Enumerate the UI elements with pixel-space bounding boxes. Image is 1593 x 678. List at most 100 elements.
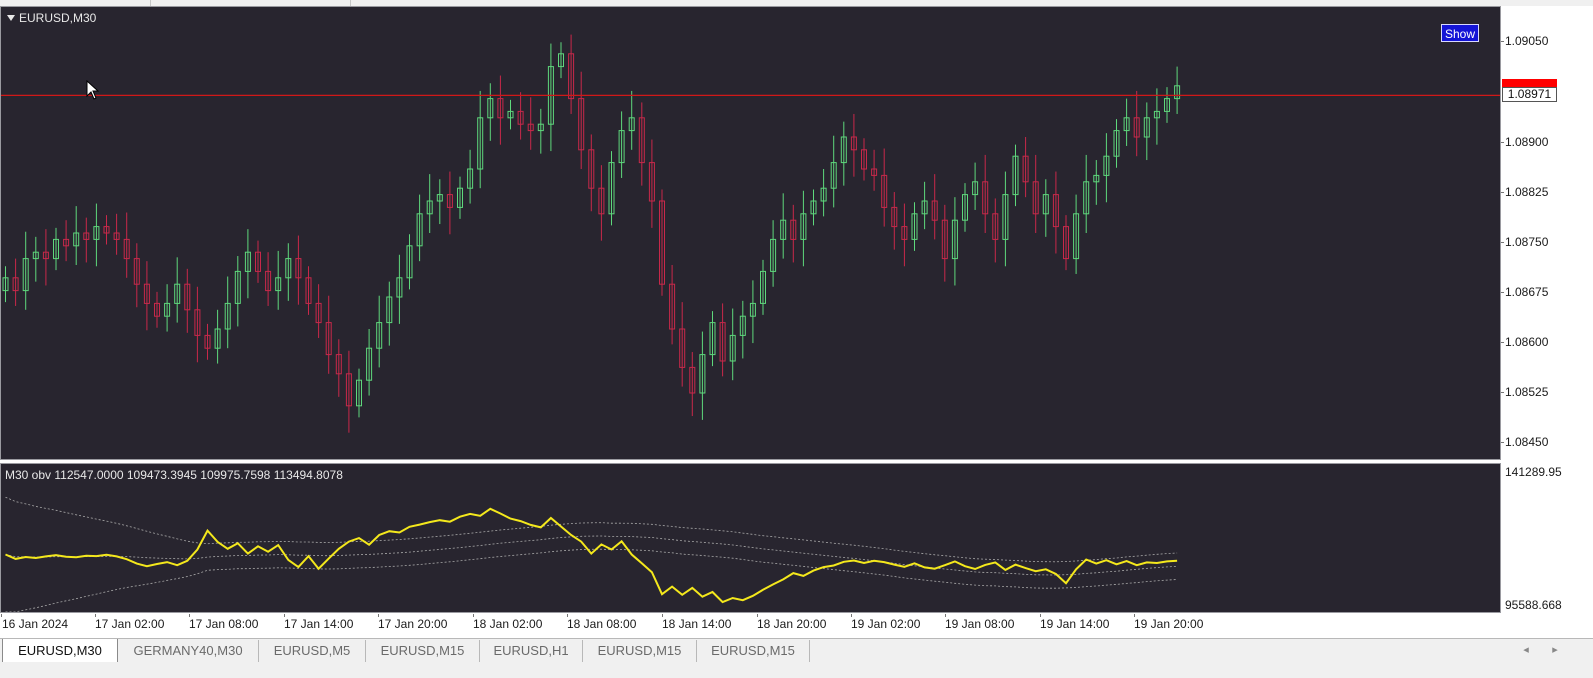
bottom-strip (0, 662, 1593, 678)
bear-candle (255, 251, 261, 272)
bear-candle (679, 328, 686, 368)
bear-candle (719, 322, 726, 362)
candlestick-chart[interactable] (1, 7, 1500, 459)
tab-eurusd-m15-3[interactable]: EURUSD,M15 (697, 640, 810, 662)
bear-candle (305, 277, 312, 304)
bull-candle (53, 238, 59, 260)
bear-candle (669, 283, 676, 330)
obv-indicator-pane[interactable]: M30 obv 112547.0000 109473.3945 109975.7… (0, 463, 1501, 613)
bull-candle (406, 245, 413, 279)
tab-eurusd-m5[interactable]: EURUSD,M5 (259, 640, 366, 662)
time-label: 16 Jan 2024 (2, 617, 69, 631)
price-chart-pane[interactable]: EURUSD,M30 Show (0, 6, 1501, 460)
bear-candle (83, 232, 90, 240)
time-tick (757, 614, 758, 617)
obv-chart[interactable] (1, 464, 1500, 612)
chevron-left-icon[interactable]: ◂ (1523, 644, 1529, 656)
price-tick (1501, 342, 1504, 343)
tab-eurusd-h1[interactable]: EURUSD,H1 (480, 640, 583, 662)
bear-candle (12, 277, 19, 292)
bull-candle (709, 322, 716, 356)
bear-candle (315, 302, 322, 324)
bull-candle (780, 219, 787, 240)
bull-candle (1164, 98, 1170, 112)
bull-candle (1174, 85, 1181, 100)
bull-candle (951, 219, 958, 260)
bear-candle (517, 110, 524, 125)
price-tick (1501, 292, 1504, 293)
bull-candle (234, 270, 241, 304)
bear-candle (659, 200, 665, 285)
bear-candle (194, 309, 201, 336)
chevron-right-icon[interactable]: ▸ (1552, 644, 1558, 656)
bear-candle (578, 98, 585, 151)
bear-candle (982, 181, 989, 215)
time-label: 18 Jan 20:00 (757, 617, 827, 631)
bull-candle (810, 200, 817, 215)
bull-candle (739, 315, 746, 336)
bear-candle (133, 258, 140, 285)
bear-candle (689, 366, 696, 394)
chart-window[interactable]: EURUSD,M30 Show 1.09050 1.08900 1.08825 … (0, 6, 1593, 638)
time-label: 18 Jan 14:00 (662, 617, 732, 631)
tab-eurusd-m15[interactable]: EURUSD,M15 (366, 640, 480, 662)
bull-candle (1153, 110, 1160, 119)
bear-candle (871, 168, 878, 176)
bear-candle (1133, 117, 1140, 138)
bull-candle (1113, 130, 1120, 157)
level-price-tag (1502, 79, 1557, 88)
time-tick (378, 614, 379, 617)
bear-candle (143, 283, 150, 304)
bull-candle (285, 258, 292, 279)
tab-eurusd-m15-2[interactable]: EURUSD,M15 (583, 640, 697, 662)
bear-candle (638, 117, 645, 164)
bear-candle (63, 238, 70, 247)
bear-candle (184, 283, 191, 311)
bear-candle (103, 226, 110, 234)
top-strip (0, 0, 1593, 6)
price-tick (1501, 142, 1504, 143)
time-tick (567, 614, 568, 617)
dropdown-triangle-icon[interactable] (7, 15, 15, 21)
bear-candle (497, 98, 504, 119)
time-tick (1040, 614, 1041, 617)
bear-candle (295, 258, 302, 279)
bull-candle (214, 328, 221, 349)
price-tick (1501, 392, 1504, 393)
obv-axis[interactable]: 141289.95 95588.668 (1501, 463, 1593, 613)
bear-candle (446, 194, 453, 208)
show-button[interactable]: Show (1441, 24, 1479, 42)
price-label: 1.08900 (1505, 135, 1549, 149)
symbol-label[interactable]: EURUSD,M30 (7, 11, 96, 25)
tab-eurusd-m30[interactable]: EURUSD,M30 (2, 639, 118, 663)
bull-candle (628, 117, 635, 132)
bear-candle (204, 334, 211, 349)
tab-germany40-m30[interactable]: GERMANY40,M30 (118, 640, 259, 662)
bull-candle (396, 277, 403, 298)
time-tick (284, 614, 285, 617)
bull-candle (1083, 181, 1090, 215)
time-axis[interactable]: 16 Jan 2024 17 Jan 02:00 17 Jan 08:00 17… (0, 614, 1501, 638)
bull-candle (477, 117, 484, 170)
bear-candle (901, 226, 908, 240)
bear-candle (154, 302, 160, 317)
bear-candle (265, 270, 272, 292)
bear-candle (861, 149, 867, 170)
price-label: 1.09050 (1505, 34, 1549, 48)
price-label: 1.08675 (1505, 285, 1549, 299)
time-label: 17 Jan 08:00 (189, 617, 259, 631)
bull-candle (174, 283, 181, 304)
bull-candle (972, 181, 979, 196)
price-tick (1501, 242, 1504, 243)
bull-candle (356, 379, 362, 407)
price-axis[interactable]: 1.09050 1.08900 1.08825 1.08750 1.08675 … (1501, 6, 1593, 460)
bull-candle (416, 213, 423, 247)
bull-candle (760, 270, 766, 304)
time-label: 19 Jan 20:00 (1134, 617, 1204, 631)
bear-candle (1063, 226, 1069, 260)
time-label: 19 Jan 02:00 (851, 617, 921, 631)
price-label: 1.08825 (1505, 185, 1549, 199)
bull-candle (426, 200, 433, 215)
bull-candle (487, 98, 494, 119)
bull-candle (800, 213, 807, 240)
